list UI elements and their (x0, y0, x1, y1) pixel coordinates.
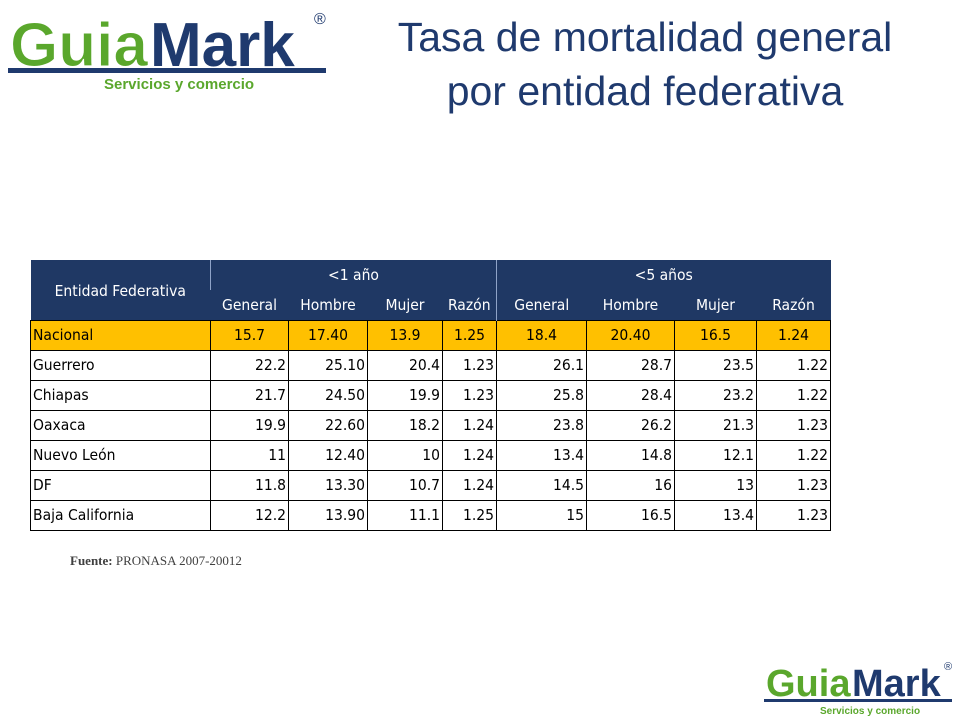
title-line-2: por entidad federativa (446, 68, 844, 114)
group-header-under-5: <5 años (496, 260, 831, 290)
value-cell: 28.4 (586, 379, 675, 411)
value-cell: 13.4 (496, 439, 587, 471)
value-cell: 11 (210, 439, 289, 471)
entity-cell: Nuevo León (30, 439, 211, 471)
value-cell: 19.9 (367, 379, 443, 411)
value-cell: 1.24 (442, 439, 497, 471)
guiamark-logo-footer: Guia Mark ® Servicios y comercio (764, 658, 956, 717)
subheader-razon: Razón (442, 290, 497, 320)
value-cell: 16.5 (674, 319, 757, 351)
table-row: Chiapas 21.7 24.50 19.9 1.23 25.8 28.4 2… (30, 379, 831, 411)
value-cell: 1.23 (756, 469, 831, 501)
logo-registered-mark: ® (314, 11, 326, 28)
value-cell: 21.3 (674, 409, 757, 441)
table-row: Oaxaca 19.9 22.60 18.2 1.24 23.8 26.2 21… (30, 409, 831, 441)
entity-cell: Guerrero (30, 349, 211, 381)
value-cell: 10 (367, 439, 443, 471)
value-cell: 1.24 (442, 409, 497, 441)
source-note: Fuente: PRONASA 2007-20012 (70, 553, 242, 569)
value-cell: 16.5 (586, 499, 675, 531)
logo-tagline: Servicios y comercio (820, 706, 920, 717)
logo-tagline: Servicios y comercio (104, 76, 254, 93)
value-cell: 16 (586, 469, 675, 501)
value-cell: 18.4 (496, 319, 587, 351)
page-title: Tasa de mortalidad general por entidad f… (340, 10, 950, 118)
value-cell: 12.40 (288, 439, 368, 471)
logo-underline (8, 68, 326, 73)
table-row: DF 11.8 13.30 10.7 1.24 14.5 16 13 1.23 (30, 469, 831, 501)
value-cell: 23.8 (496, 409, 587, 441)
value-cell: 25.8 (496, 379, 587, 411)
value-cell: 1.22 (756, 349, 831, 381)
entity-cell: Oaxaca (30, 409, 211, 441)
entity-cell: DF (30, 469, 211, 501)
value-cell: 13.90 (288, 499, 368, 531)
value-cell: 28.7 (586, 349, 675, 381)
title-line-1: Tasa de mortalidad general (397, 14, 893, 60)
value-cell: 13 (674, 469, 757, 501)
subheader-general: General (496, 290, 587, 320)
value-cell: 1.23 (442, 349, 497, 381)
value-cell: 20.4 (367, 349, 443, 381)
value-cell: 23.2 (674, 379, 757, 411)
subheader-general: General (210, 290, 289, 320)
value-cell: 1.24 (442, 469, 497, 501)
value-cell: 24.50 (288, 379, 368, 411)
value-cell: 12.2 (210, 499, 289, 531)
value-cell: 18.2 (367, 409, 443, 441)
value-cell: 14.5 (496, 469, 587, 501)
value-cell: 14.8 (586, 439, 675, 471)
value-cell: 13.30 (288, 469, 368, 501)
entity-column-header: Entidad Federativa (30, 260, 211, 320)
logo-underline (764, 699, 952, 702)
source-text: PRONASA 2007-20012 (115, 553, 242, 568)
value-cell: 13.9 (367, 319, 443, 351)
guiamark-logo: Guia Mark ® Servicios y comercio (8, 6, 328, 93)
subheader-razon: Razón (756, 290, 831, 320)
value-cell: 12.1 (674, 439, 757, 471)
value-cell: 25.10 (288, 349, 368, 381)
logo-word-guia: Guia (766, 663, 851, 705)
entity-cell: Chiapas (30, 379, 211, 411)
value-cell: 10.7 (367, 469, 443, 501)
table-row: Guerrero 22.2 25.10 20.4 1.23 26.1 28.7 … (30, 349, 831, 381)
value-cell: 17.40 (288, 319, 368, 351)
value-cell: 20.40 (586, 319, 675, 351)
value-cell: 11.1 (367, 499, 443, 531)
entity-cell: Baja California (30, 499, 211, 531)
value-cell: 1.25 (442, 319, 497, 351)
entity-cell: Nacional (30, 319, 211, 351)
logo-word-mark: Mark (852, 663, 942, 705)
value-cell: 23.5 (674, 349, 757, 381)
table-row-nacional: Nacional 15.7 17.40 13.9 1.25 18.4 20.40… (30, 319, 831, 351)
value-cell: 1.22 (756, 379, 831, 411)
value-cell: 1.22 (756, 439, 831, 471)
table-row: Nuevo León 11 12.40 10 1.24 13.4 14.8 12… (30, 439, 831, 471)
value-cell: 22.60 (288, 409, 368, 441)
table-row: Baja California 12.2 13.90 11.1 1.25 15 … (30, 499, 831, 531)
value-cell: 26.1 (496, 349, 587, 381)
subheader-hombre: Hombre (288, 290, 368, 320)
value-cell: 15.7 (210, 319, 289, 351)
logo-registered-mark: ® (944, 661, 952, 673)
value-cell: 19.9 (210, 409, 289, 441)
value-cell: 15 (496, 499, 587, 531)
mortality-table: Entidad Federativa <1 año <5 años Genera… (30, 260, 831, 531)
value-cell: 1.23 (756, 499, 831, 531)
source-label: Fuente: (70, 553, 113, 568)
value-cell: 26.2 (586, 409, 675, 441)
value-cell: 21.7 (210, 379, 289, 411)
subheader-mujer: Mujer (367, 290, 443, 320)
group-header-under-1: <1 año (210, 260, 497, 290)
value-cell: 11.8 (210, 469, 289, 501)
value-cell: 13.4 (674, 499, 757, 531)
value-cell: 1.25 (442, 499, 497, 531)
subheader-hombre: Hombre (586, 290, 675, 320)
value-cell: 22.2 (210, 349, 289, 381)
value-cell: 1.23 (756, 409, 831, 441)
value-cell: 1.24 (756, 319, 831, 351)
subheader-mujer: Mujer (674, 290, 757, 320)
value-cell: 1.23 (442, 379, 497, 411)
